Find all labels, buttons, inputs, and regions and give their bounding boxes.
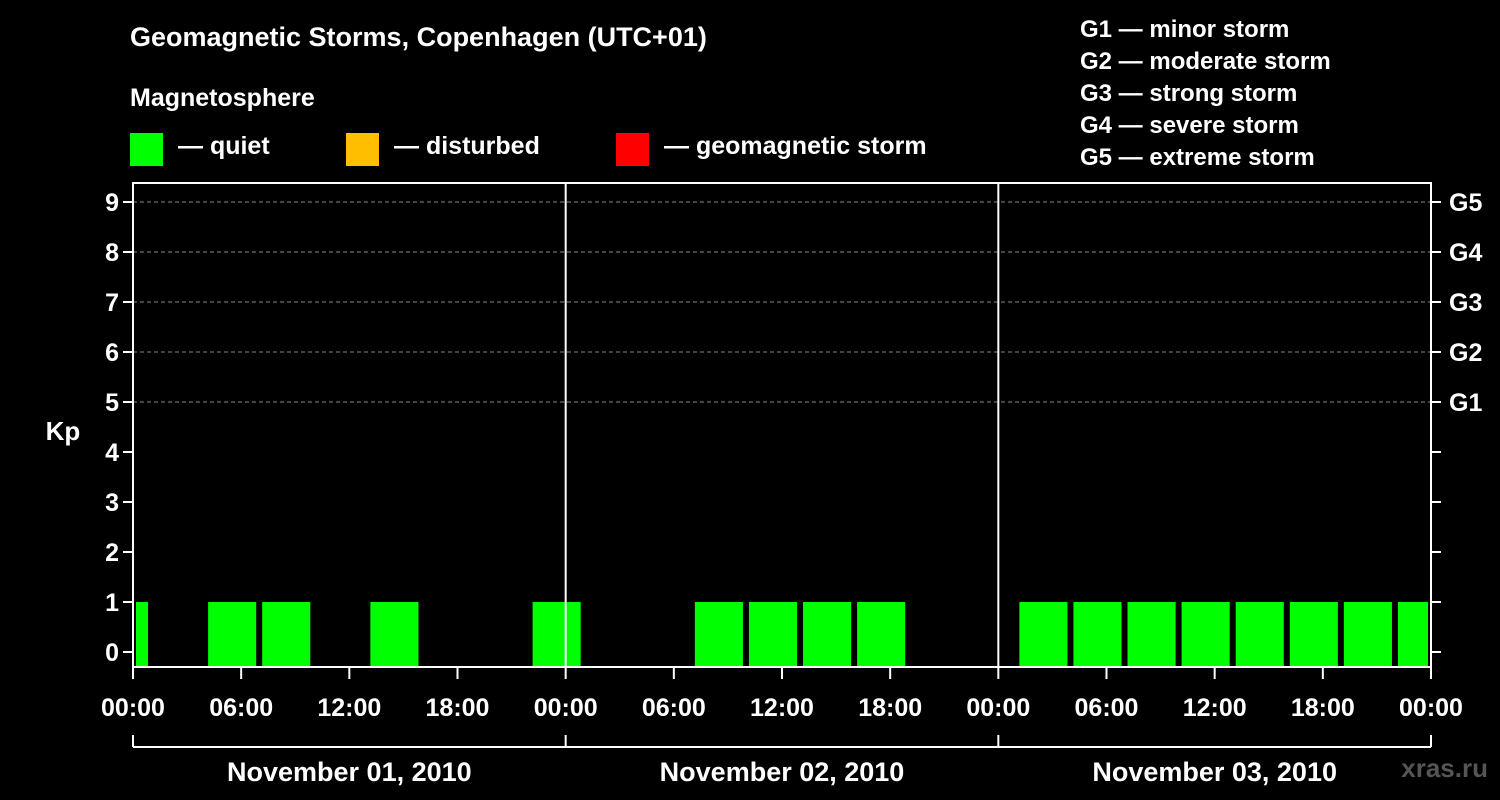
kp-bar <box>803 602 852 667</box>
kp-bar <box>1181 602 1230 667</box>
y-axis-label: Kp <box>46 416 81 446</box>
storm-level-tick-label: G4 <box>1449 239 1482 267</box>
y-tick-label: 4 <box>105 439 119 467</box>
y-tick-label: 9 <box>105 189 119 217</box>
storm-level-tick-label: G5 <box>1449 189 1482 217</box>
kp-bar <box>208 602 257 667</box>
y-tick-label: 8 <box>105 239 119 267</box>
x-tick-label: 18:00 <box>1291 694 1355 722</box>
storm-level-g1: G1 — minor storm <box>1080 16 1290 43</box>
kp-bar <box>1397 602 1428 667</box>
kp-bar <box>1127 602 1176 667</box>
storm-level-g5: G5 — extreme storm <box>1080 144 1315 171</box>
y-tick-label: 1 <box>105 589 119 617</box>
kp-bar <box>262 602 311 667</box>
y-tick-label: 3 <box>105 489 119 517</box>
kp-bar <box>1073 602 1122 667</box>
x-tick-label: 06:00 <box>642 694 706 722</box>
x-tick-label: 00:00 <box>101 694 165 722</box>
y-tick-label: 5 <box>105 389 119 417</box>
storm-level-tick-label: G2 <box>1449 339 1482 367</box>
x-tick-label: 00:00 <box>534 694 598 722</box>
kp-bar <box>370 602 419 667</box>
day-label: November 01, 2010 <box>227 757 472 787</box>
day-label: November 03, 2010 <box>1092 757 1337 787</box>
kp-bar <box>748 602 798 667</box>
kp-bar <box>532 602 581 667</box>
x-tick-label: 06:00 <box>1075 694 1139 722</box>
day-label: November 02, 2010 <box>660 757 905 787</box>
x-tick-label: 00:00 <box>966 694 1030 722</box>
storm-level-tick-label: G3 <box>1449 289 1482 317</box>
x-tick-label: 00:00 <box>1399 694 1463 722</box>
kp-bar <box>1235 602 1284 667</box>
y-tick-label: 6 <box>105 339 119 367</box>
legend-label-quiet: — quiet <box>178 132 270 160</box>
x-tick-label: 12:00 <box>1183 694 1247 722</box>
y-tick-label: 2 <box>105 539 119 567</box>
x-tick-label: 12:00 <box>750 694 814 722</box>
kp-bar <box>1343 602 1392 667</box>
y-tick-label: 0 <box>105 639 119 667</box>
kp-bar <box>136 602 149 667</box>
storm-level-g2: G2 — moderate storm <box>1080 48 1331 75</box>
storm-level-legend: G1 — minor storm G2 — moderate storm G3 … <box>1080 14 1331 174</box>
legend-swatch-quiet <box>130 133 163 166</box>
legend-swatch-disturbed <box>346 133 379 166</box>
kp-bar <box>1289 602 1338 667</box>
legend-swatch-storm <box>616 133 649 166</box>
x-tick-label: 12:00 <box>317 694 381 722</box>
magnetosphere-label: Magnetosphere <box>130 84 315 112</box>
x-tick-label: 06:00 <box>209 694 273 722</box>
y-tick-label: 7 <box>105 289 119 317</box>
legend-label-disturbed: — disturbed <box>394 132 540 160</box>
kp-bar <box>694 602 743 667</box>
legend-label-storm: — geomagnetic storm <box>664 132 927 160</box>
storm-level-tick-label: G1 <box>1449 389 1482 417</box>
watermark: xras.ru <box>1401 753 1488 783</box>
kp-bar <box>1019 602 1068 667</box>
kp-bar <box>857 602 906 667</box>
storm-level-g3: G3 — strong storm <box>1080 80 1298 107</box>
x-tick-label: 18:00 <box>426 694 490 722</box>
plot-frame <box>132 182 1432 668</box>
chart-title: Geomagnetic Storms, Copenhagen (UTC+01) <box>130 22 707 52</box>
x-tick-label: 18:00 <box>858 694 922 722</box>
storm-level-g4: G4 — severe storm <box>1080 112 1299 139</box>
